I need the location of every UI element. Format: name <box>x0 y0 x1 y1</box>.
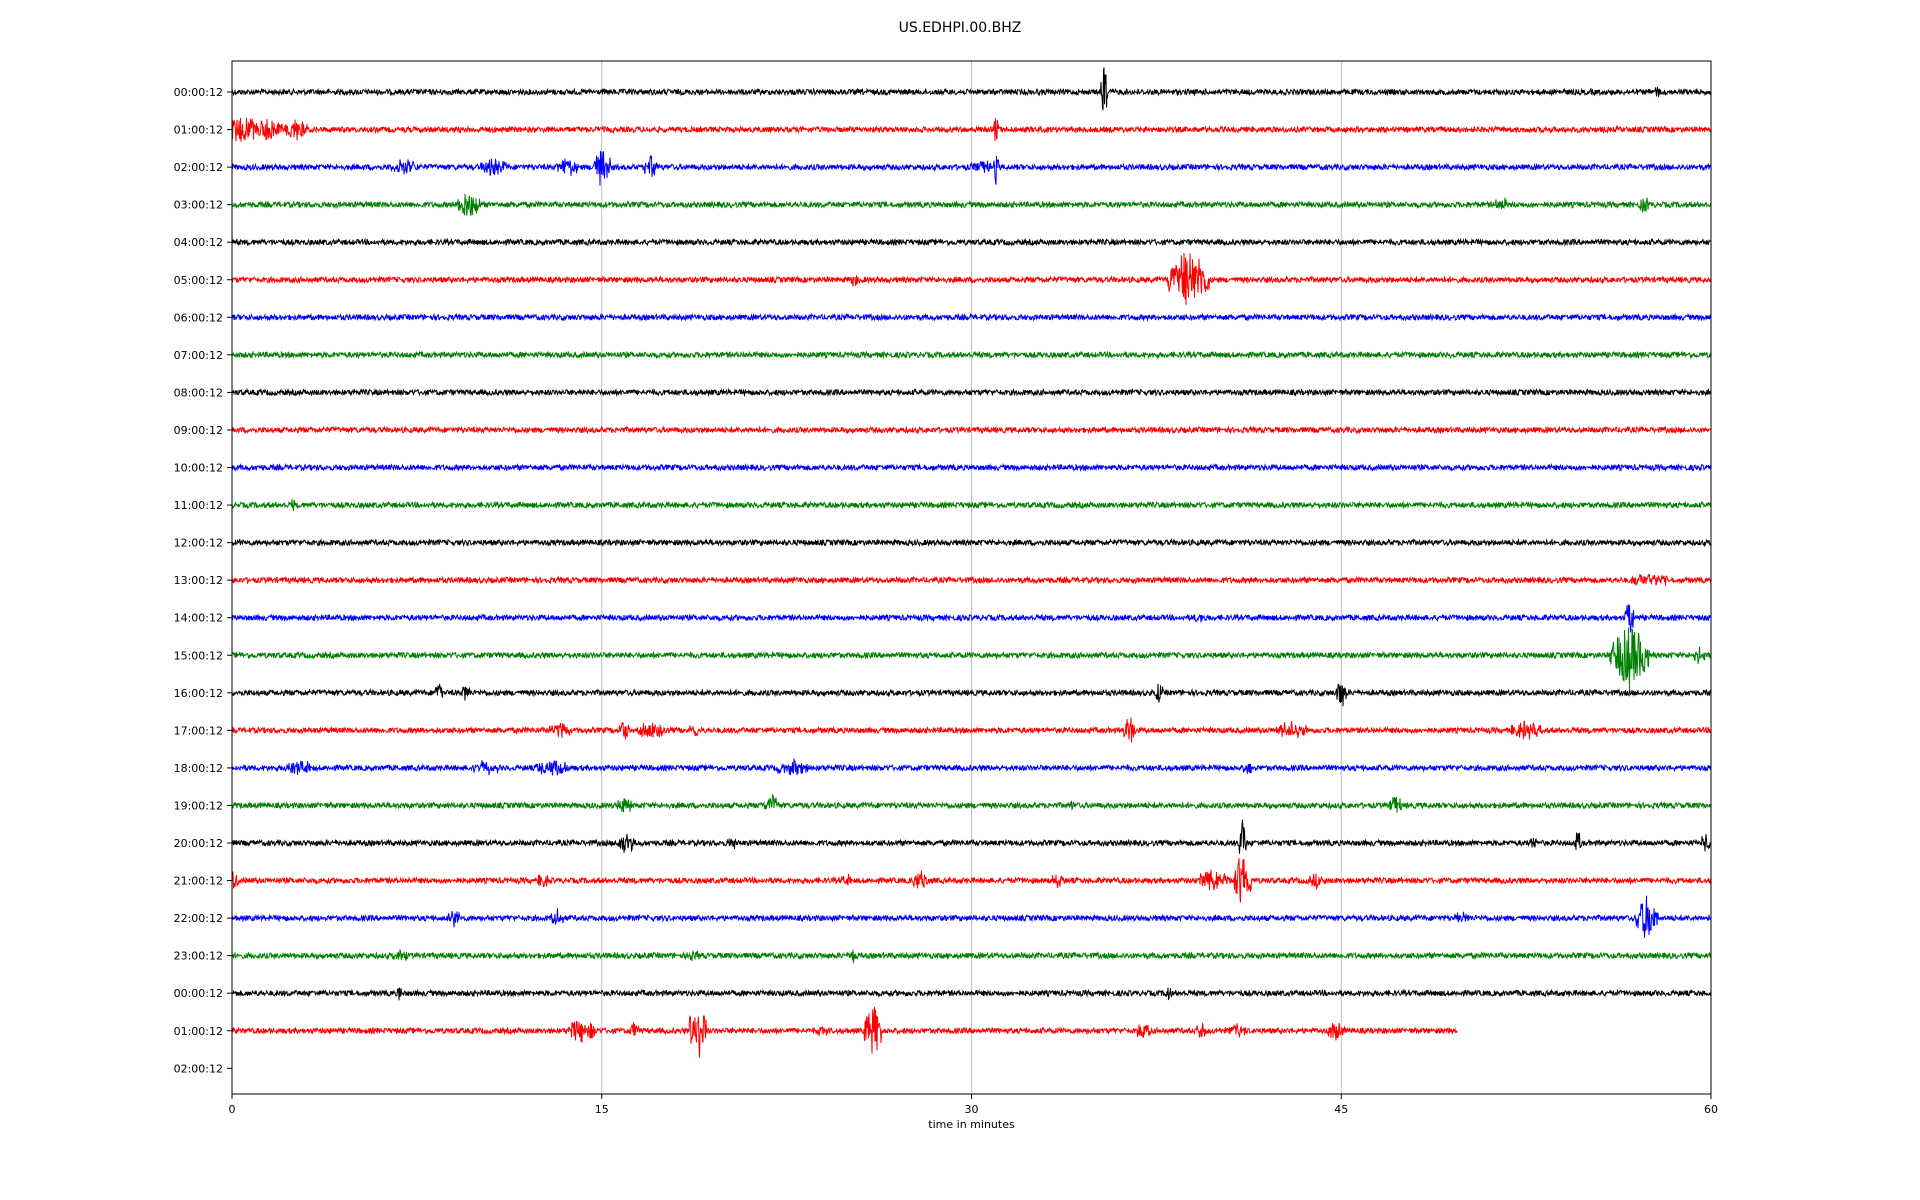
y-tick-label: 05:00:12 <box>174 274 223 287</box>
trace-line <box>231 1006 1458 1058</box>
trace-layer <box>231 67 1712 1058</box>
trace-line <box>231 627 1712 689</box>
y-tick-label: 09:00:12 <box>174 424 223 437</box>
x-tick-label: 45 <box>1334 1103 1348 1116</box>
x-tick-label: 60 <box>1704 1103 1718 1116</box>
trace-line <box>231 462 1712 473</box>
x-tick-label: 15 <box>595 1103 609 1116</box>
trace-line <box>231 948 1712 964</box>
x-tick-layer: 0 15 30 45 60 <box>229 1094 1718 1116</box>
trace-line <box>231 819 1712 854</box>
trace-line <box>231 237 1712 247</box>
trace-line <box>231 987 1712 1001</box>
trace-line <box>231 857 1712 903</box>
y-tick-label: 01:00:12 <box>174 124 223 137</box>
trace-line <box>231 573 1712 586</box>
y-tick-label: 13:00:12 <box>174 574 223 587</box>
y-tick-label: 03:00:12 <box>174 199 223 212</box>
y-tick-label: 00:00:12 <box>174 987 223 1000</box>
y-tick-label: 18:00:12 <box>174 762 223 775</box>
trace-line <box>231 193 1712 216</box>
y-tick-label: 00:00:12 <box>174 86 223 99</box>
y-tick-label: 16:00:12 <box>174 687 223 700</box>
y-tick-label: 02:00:12 <box>174 1062 223 1075</box>
trace-line <box>231 683 1712 707</box>
trace-line <box>231 604 1712 633</box>
y-tick-label: 08:00:12 <box>174 386 223 399</box>
trace-line <box>231 350 1712 360</box>
trace-line <box>231 117 1712 142</box>
trace-line <box>231 312 1712 322</box>
trace-line <box>231 758 1712 776</box>
y-tick-label: 19:00:12 <box>174 799 223 812</box>
y-tick-label: 10:00:12 <box>174 462 223 475</box>
trace-line <box>231 717 1712 743</box>
y-tick-label: 11:00:12 <box>174 499 223 512</box>
trace-line <box>231 538 1712 548</box>
x-tick-label: 30 <box>965 1103 979 1116</box>
y-tick-label: 20:00:12 <box>174 837 223 850</box>
trace-line <box>231 425 1712 435</box>
x-tick-label: 0 <box>229 1103 236 1116</box>
x-axis-label: time in minutes <box>928 1118 1015 1131</box>
trace-line <box>231 252 1712 305</box>
y-tick-label: 15:00:12 <box>174 649 223 662</box>
trace-line <box>231 895 1712 938</box>
trace-line <box>231 67 1712 111</box>
trace-line <box>231 794 1712 813</box>
trace-line <box>231 499 1712 512</box>
y-tick-label: 17:00:12 <box>174 724 223 737</box>
y-tick-layer: 00:00:12 01:00:12 02:00:12 03:00:12 04:00:12… <box>174 86 232 1075</box>
trace-line <box>231 387 1712 398</box>
y-tick-label: 21:00:12 <box>174 875 223 888</box>
y-tick-label: 07:00:12 <box>174 349 223 362</box>
y-tick-label: 04:00:12 <box>174 236 223 249</box>
chart-title: US.EDHPI.00.BHZ <box>898 20 1022 36</box>
y-tick-label: 01:00:12 <box>174 1025 223 1038</box>
y-tick-label: 12:00:12 <box>174 537 223 550</box>
y-tick-label: 02:00:12 <box>174 161 223 174</box>
y-tick-label: 14:00:12 <box>174 612 223 625</box>
grid-layer <box>601 61 1342 1094</box>
y-tick-label: 23:00:12 <box>174 950 223 963</box>
y-tick-label: 06:00:12 <box>174 311 223 324</box>
y-tick-label: 22:00:12 <box>174 912 223 925</box>
trace-line <box>231 150 1712 186</box>
